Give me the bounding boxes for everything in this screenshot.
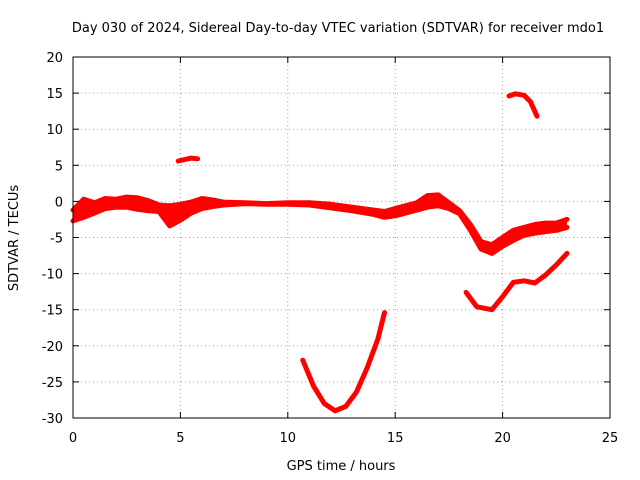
x-tick-label: 0 — [69, 431, 77, 446]
x-axis-label: GPS time / hours — [287, 459, 396, 474]
x-tick-label: 5 — [176, 431, 184, 446]
y-tick-label: 5 — [55, 159, 63, 174]
y-tick-label: -5 — [50, 232, 63, 247]
y-tick-label: 20 — [46, 51, 63, 66]
y-tick-label: -15 — [42, 304, 63, 319]
y-tick-label: 0 — [55, 195, 63, 210]
data-series — [70, 91, 570, 414]
series-segment-near-21h — [506, 91, 540, 119]
y-tick-label: -10 — [42, 268, 63, 283]
x-tick-label: 25 — [602, 431, 619, 446]
y-tick-label: -30 — [42, 412, 63, 427]
x-tick-label: 20 — [494, 431, 511, 446]
series-late-lower-segment — [463, 250, 570, 313]
y-tick-label: -20 — [42, 340, 63, 355]
y-axis-label: SDTVAR / TECUs — [7, 185, 22, 292]
y-tick-label: 15 — [46, 87, 63, 102]
series-segment-near-5h — [175, 155, 201, 164]
x-tick-label: 10 — [280, 431, 297, 446]
y-tick-labels: -30 -25 -20 -15 -10 -5 0 5 10 15 20 — [42, 51, 63, 427]
y-tick-label: 10 — [46, 123, 63, 138]
series-dip-segment — [300, 310, 387, 414]
main-band-fill — [73, 194, 567, 254]
x-tick-labels: 0 5 10 15 20 25 — [69, 431, 618, 446]
x-tick-label: 15 — [387, 431, 404, 446]
axis-ticks — [72, 56, 611, 419]
chart-title: Day 030 of 2024, Sidereal Day-to-day VTE… — [72, 21, 604, 36]
y-tick-label: -25 — [42, 376, 63, 391]
grid-lines — [73, 57, 610, 418]
